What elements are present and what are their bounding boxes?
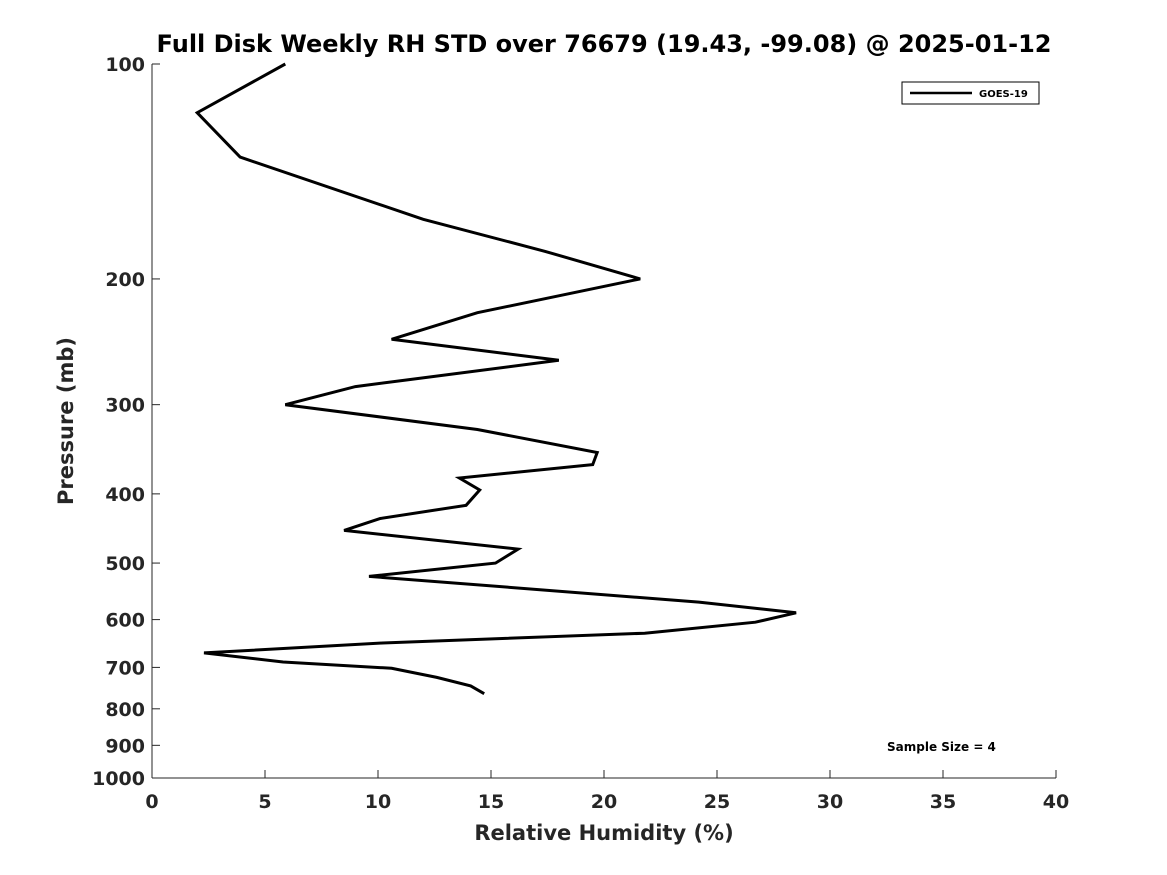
y-tick-label: 700 <box>105 657 145 679</box>
y-tick-label: 400 <box>105 484 145 506</box>
x-tick-label: 10 <box>365 791 391 813</box>
y-tick-label: 800 <box>105 699 145 721</box>
x-tick-label: 40 <box>1043 791 1069 813</box>
y-axis-label: Pressure (mb) <box>54 337 78 505</box>
x-tick-label: 15 <box>478 791 504 813</box>
y-tick-label: 500 <box>105 553 145 575</box>
y-tick-label: 900 <box>105 735 145 757</box>
series-line-goes-19 <box>194 62 797 695</box>
sample-size-annotation: Sample Size = 4 <box>887 740 996 754</box>
y-tick-label: 100 <box>105 54 145 76</box>
y-tick-label: 200 <box>105 269 145 291</box>
y-tick-label: 600 <box>105 610 145 632</box>
plot-area: 0 5 10 15 20 25 30 35 40 100 200 300 400 500 600 700 800… <box>92 54 1069 813</box>
legend-label-goes-19: GOES-19 <box>979 89 1028 100</box>
x-tick-label: 20 <box>591 791 617 813</box>
legend: GOES-19 <box>901 81 1040 105</box>
x-axis-label: Relative Humidity (%) <box>474 821 733 845</box>
x-tick-label: 0 <box>145 791 158 813</box>
x-tick-label: 5 <box>258 791 271 813</box>
x-tick-label: 35 <box>930 791 956 813</box>
x-tick-label: 25 <box>704 791 730 813</box>
x-tick-label: 30 <box>817 791 843 813</box>
y-tick-label: 300 <box>105 395 145 417</box>
chart-title: Full Disk Weekly RH STD over 76679 (19.4… <box>157 30 1052 58</box>
y-tick-label: 1000 <box>92 768 145 790</box>
